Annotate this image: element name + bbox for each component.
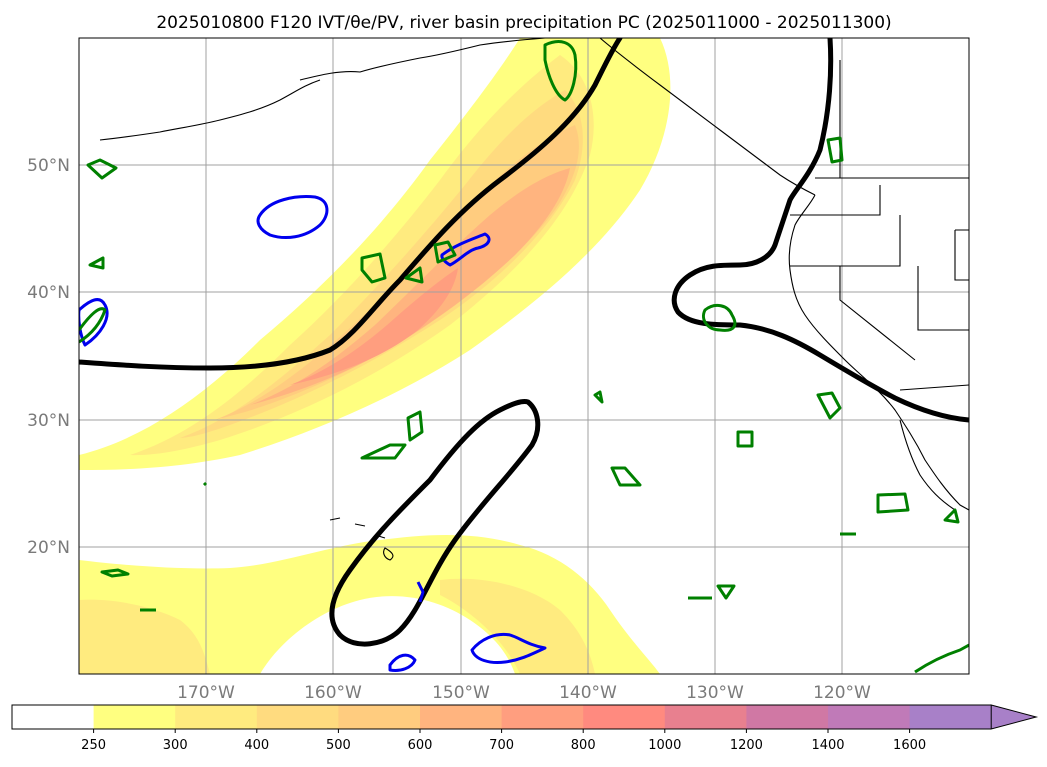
theta-e-main bbox=[79, 38, 623, 371]
colorbar: 250 300 400 500 600 700 800 1000 1200 1400 1600 bbox=[11, 704, 1039, 753]
border-us-mexico bbox=[899, 384, 969, 391]
pv-green-7 bbox=[404, 266, 424, 284]
colorbar-segment bbox=[746, 705, 829, 729]
state-border-wa-or bbox=[790, 185, 881, 216]
lon-label-170w: 170°W bbox=[177, 683, 235, 703]
pv-green-14 bbox=[736, 430, 754, 448]
colorbar-segment bbox=[256, 705, 339, 729]
ivt-tropical-300 bbox=[79, 599, 210, 674]
state-border-ca-nv bbox=[839, 266, 916, 361]
lat-label-50n: 50°N bbox=[27, 156, 70, 176]
pv-green-9 bbox=[702, 303, 737, 332]
hawaii-islands bbox=[329, 517, 394, 561]
colorbar-segment bbox=[338, 705, 421, 729]
pv-green-15 bbox=[610, 466, 642, 487]
colorbar-segment bbox=[664, 705, 747, 729]
pv-green-22 bbox=[716, 584, 736, 600]
pv-green-5 bbox=[360, 252, 387, 284]
lat-label-40n: 40°N bbox=[27, 283, 70, 303]
colorbar-tick-label: 1600 bbox=[893, 738, 926, 753]
ivt-level-300 bbox=[130, 55, 594, 456]
pv-green-12 bbox=[360, 443, 407, 460]
alaska-panhandle bbox=[599, 38, 816, 196]
colorbar-segment bbox=[93, 705, 176, 729]
pv-green-11 bbox=[406, 410, 424, 442]
state-border-or-ca bbox=[790, 215, 901, 267]
pv-green-13 bbox=[816, 391, 842, 420]
pv-green-8 bbox=[826, 136, 844, 164]
colorbar-segment bbox=[909, 705, 992, 729]
pv-green-10 bbox=[593, 390, 604, 404]
lat-labels: 50°N 40°N 30°N 20°N bbox=[27, 156, 70, 558]
theta-e-east bbox=[671, 38, 969, 423]
pv-blue-1 bbox=[256, 195, 329, 239]
lat-label-20n: 20°N bbox=[27, 538, 70, 558]
colorbar-segment bbox=[828, 705, 911, 729]
baja-coast bbox=[899, 419, 956, 511]
colorbar-segment bbox=[420, 705, 503, 729]
pv-green-2 bbox=[86, 158, 118, 180]
theta-e-contours bbox=[79, 38, 969, 647]
pv-blue-contours bbox=[79, 195, 547, 672]
colorbar-tick-label: 600 bbox=[408, 738, 433, 753]
lon-label-150w: 150°W bbox=[432, 683, 490, 703]
pv-green-4 bbox=[79, 307, 107, 344]
ivt-tropical-300b bbox=[440, 578, 595, 674]
pv-blue-5 bbox=[388, 653, 417, 672]
map-frame bbox=[78, 37, 970, 675]
state-border-east bbox=[954, 229, 969, 281]
gridlines bbox=[79, 38, 969, 674]
pv-green-1 bbox=[543, 40, 578, 102]
colorbar-segment bbox=[583, 705, 666, 729]
colorbar-tick-label: 500 bbox=[326, 738, 351, 753]
colorbar-tick-label: 300 bbox=[163, 738, 188, 753]
ivt-level-600 bbox=[250, 168, 570, 405]
state-border-nv-az bbox=[917, 266, 969, 331]
colorbar-segment bbox=[12, 705, 95, 729]
colorbar-extend-arrow bbox=[990, 704, 1039, 730]
ivt-level-400 bbox=[180, 90, 583, 438]
coastlines bbox=[99, 38, 969, 561]
pv-green-24 bbox=[202, 481, 208, 487]
aleutians-coast bbox=[99, 79, 321, 141]
pv-green-contours bbox=[79, 40, 969, 674]
theta-e-loop bbox=[329, 399, 541, 647]
colorbar-segment bbox=[501, 705, 584, 729]
lon-label-120w: 120°W bbox=[813, 683, 871, 703]
pv-green-23 bbox=[914, 643, 969, 674]
colorbar-tick-label: 700 bbox=[489, 738, 514, 753]
colorbar-tick-label: 250 bbox=[81, 738, 106, 753]
ivt-tropical-cut bbox=[260, 596, 515, 674]
pv-green-3 bbox=[88, 256, 105, 270]
colorbar-tick-label: 1000 bbox=[648, 738, 681, 753]
pv-green-17 bbox=[943, 508, 960, 524]
colorbar-segment bbox=[175, 705, 258, 729]
pv-blue-2 bbox=[440, 232, 491, 267]
lon-label-140w: 140°W bbox=[559, 683, 617, 703]
pv-green-16 bbox=[876, 492, 910, 514]
lon-label-160w: 160°W bbox=[304, 683, 362, 703]
colorbar-tick-label: 400 bbox=[244, 738, 269, 753]
lon-label-130w: 130°W bbox=[686, 683, 744, 703]
lon-labels: 170°W 160°W 150°W 140°W 130°W 120°W bbox=[177, 683, 871, 703]
bc-coast bbox=[788, 194, 969, 511]
colorbar-tick-label: 1400 bbox=[811, 738, 844, 753]
pv-green-6 bbox=[433, 240, 457, 264]
colorbar-tick-label: 1200 bbox=[730, 738, 763, 753]
alaska-coast bbox=[299, 38, 546, 81]
ivt-level-500 bbox=[215, 125, 579, 420]
lat-label-30n: 30°N bbox=[27, 411, 70, 431]
map-title: 2025010800 F120 IVT/θe/PV, river basin p… bbox=[156, 13, 891, 33]
pv-blue-6 bbox=[416, 581, 425, 603]
colorbar-tick-label: 800 bbox=[571, 738, 596, 753]
map-content bbox=[79, 38, 969, 674]
pv-blue-4 bbox=[470, 632, 547, 664]
pv-green-19 bbox=[100, 568, 130, 578]
